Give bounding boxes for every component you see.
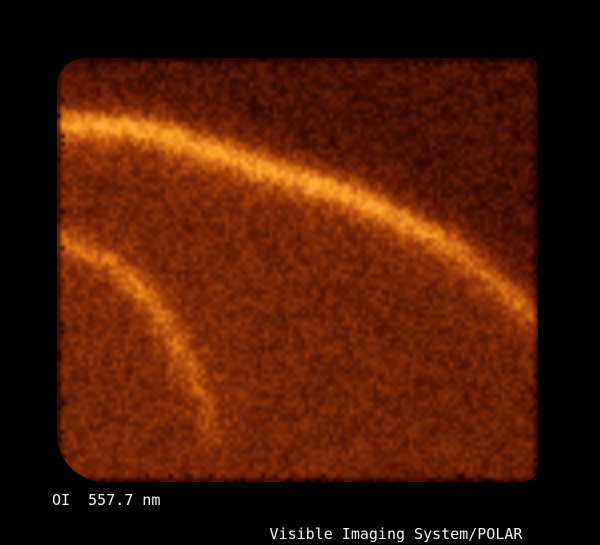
credit-line-1: Visible Imaging System/POLAR	[269, 525, 523, 543]
aurora-image	[57, 58, 538, 482]
aurora-image-frame	[57, 58, 538, 482]
credit-block: Visible Imaging System/POLAR The Univers…	[252, 492, 541, 545]
wavelength-label: OI 557.7 nm	[52, 491, 161, 509]
